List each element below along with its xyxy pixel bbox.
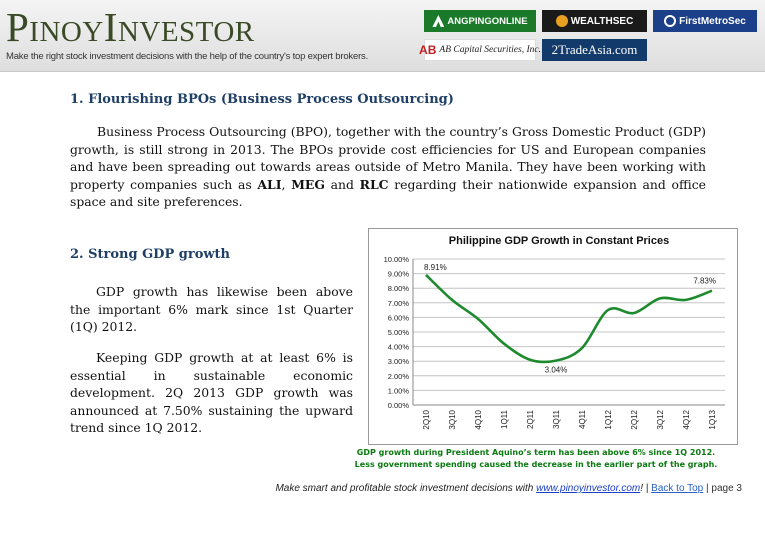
section-heading-gdp: 2. Strong GDP growth	[70, 247, 231, 262]
broker-name: 2TradeAsia.com	[551, 42, 638, 57]
x-tick-label: 4Q11	[578, 409, 587, 429]
footer-text: Make smart and profitable stock investme…	[275, 483, 537, 494]
broker-name: FirstMetroSec	[679, 15, 746, 27]
section-heading-bpo: 1. Flourishing BPOs (Business Process Ou…	[70, 92, 454, 107]
firstmetro-icon	[664, 15, 677, 27]
brand-tagline: Make the right stock investment decision…	[6, 51, 369, 62]
y-tick-label: 6.00%	[388, 313, 410, 322]
gdp-chart: Philippine GDP Growth in Constant Prices…	[368, 228, 738, 445]
page-number: | page 3	[703, 483, 742, 494]
x-tick-label: 2Q12	[630, 409, 639, 429]
series-line	[425, 273, 713, 364]
broker-logo-2tradeasia[interactable]: 2TradeAsia.com	[542, 39, 647, 61]
caption-line-1: GDP growth during President Aquino’s ter…	[356, 448, 716, 457]
x-tick-label: 3Q12	[656, 409, 665, 429]
y-tick-label: 9.00%	[388, 270, 410, 279]
ticker-ali: ALI	[257, 176, 282, 192]
page-footer: Make smart and profitable stock investme…	[222, 483, 742, 494]
paragraph-bpo: Business Process Outsourcing (BPO), toge…	[70, 123, 706, 211]
broker-name: WEALTHSEC	[570, 15, 634, 27]
page-header: PinoyInvestor Make the right stock inves…	[0, 0, 765, 72]
abcapital-icon: AB	[419, 43, 437, 57]
site-link[interactable]: www.pinoyinvestor.com	[536, 483, 641, 494]
y-tick-label: 7.00%	[388, 299, 410, 308]
x-tick-label: 3Q10	[448, 409, 457, 429]
broker-logo-angping[interactable]: ANGPINGONLINE	[424, 10, 536, 32]
x-tick-label: 4Q10	[474, 409, 483, 429]
data-label: 7.83%	[693, 277, 716, 286]
wealthsec-icon	[555, 15, 568, 27]
text-run: and	[324, 176, 360, 192]
y-tick-label: 8.00%	[388, 284, 410, 293]
y-tick-label: 4.00%	[388, 343, 410, 352]
data-label: 3.04%	[545, 366, 568, 375]
gdp-chart-svg: Philippine GDP Growth in Constant Prices…	[384, 235, 725, 430]
broker-logo-firstmetro[interactable]: FirstMetroSec	[653, 10, 757, 32]
text-run: Business Process Outsourcing (BPO), toge…	[70, 124, 706, 192]
y-tick-label: 5.00%	[388, 328, 410, 337]
text-run: ,	[281, 176, 292, 192]
caption-line-2: Less government spending caused the decr…	[354, 460, 718, 469]
x-tick-label: 1Q13	[708, 409, 717, 429]
text-run: regarding their nationwide expansion and…	[70, 176, 706, 210]
paragraph-gdp-1: GDP growth has likewise been above the i…	[70, 284, 353, 334]
broker-name: ANGPINGONLINE	[447, 15, 528, 27]
angping-icon	[432, 15, 445, 27]
paragraph-gdp-2: Keeping GDP growth at at least 6% is ess…	[70, 350, 353, 435]
footer-sep: ! |	[640, 483, 652, 494]
broker-logo-wealthsec[interactable]: WEALTHSEC	[542, 10, 647, 32]
x-tick-label: 2Q11	[526, 409, 535, 429]
back-to-top-link[interactable]: Back to Top	[651, 483, 704, 494]
data-label: 8.91%	[424, 263, 447, 272]
y-tick-label: 0.00%	[388, 401, 410, 410]
broker-logo-abcapital[interactable]: AB AB Capital Securities, Inc.	[419, 39, 541, 61]
x-tick-label: 1Q11	[500, 409, 509, 429]
y-tick-label: 10.00%	[384, 255, 410, 264]
chart-caption: GDP growth during President Aquino’s ter…	[330, 447, 742, 471]
broker-name: AB Capital Securities, Inc.	[439, 45, 541, 55]
ticker-rlc: RLC	[359, 176, 389, 192]
y-tick-label: 1.00%	[388, 386, 410, 395]
chart-title: Philippine GDP Growth in Constant Prices	[449, 235, 669, 247]
x-tick-label: 4Q12	[682, 409, 691, 429]
x-tick-label: 1Q12	[604, 409, 613, 429]
ticker-meg: MEG	[291, 176, 325, 192]
y-tick-label: 2.00%	[388, 372, 410, 381]
y-tick-label: 3.00%	[388, 357, 410, 366]
x-tick-label: 2Q10	[422, 409, 431, 429]
x-tick-label: 3Q11	[552, 409, 561, 429]
brand-logo[interactable]: PinoyInvestor	[6, 4, 255, 50]
